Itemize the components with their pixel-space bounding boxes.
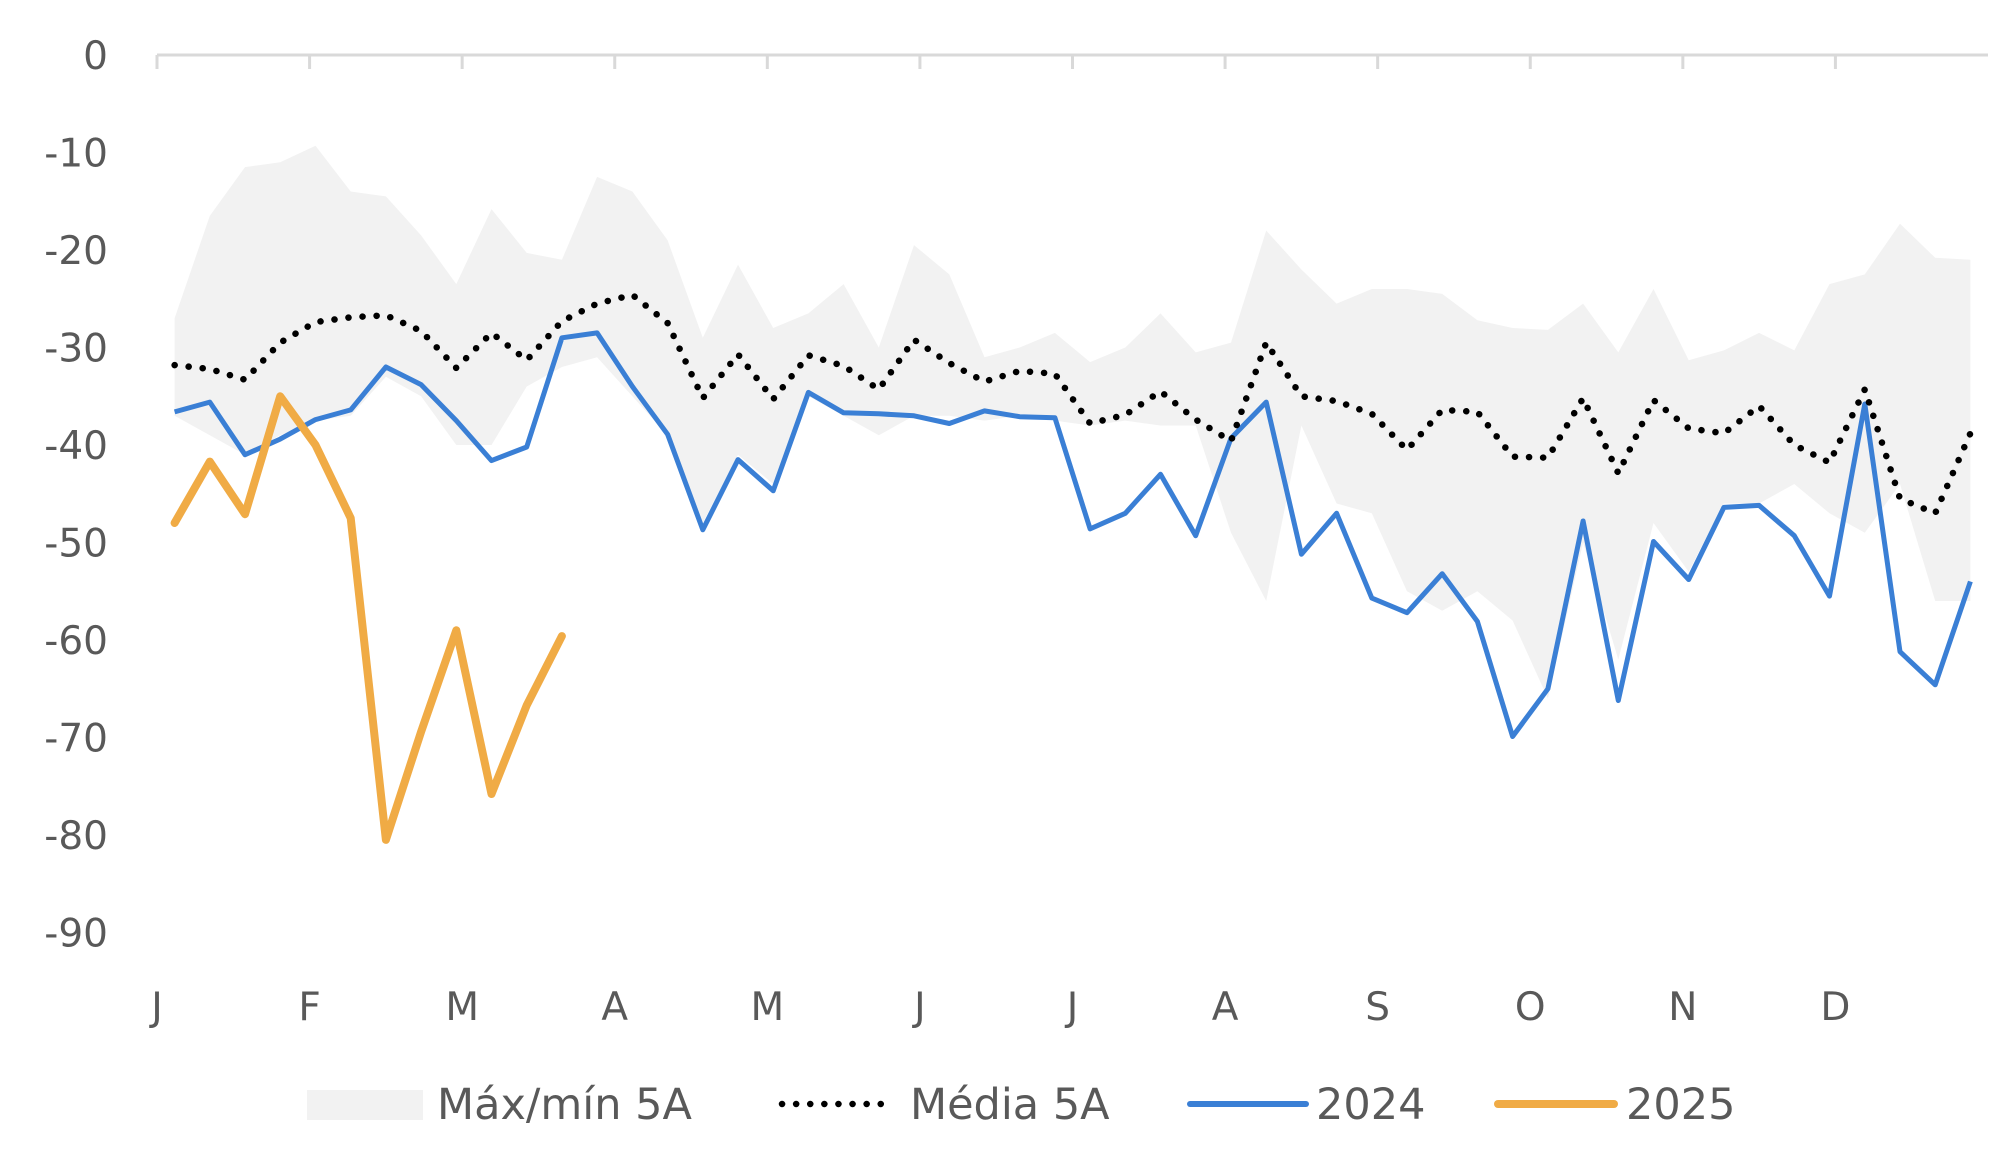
x-tick-label: F [298,985,320,1030]
y-tick-label: -90 [44,912,108,957]
y-tick-label: -20 [44,229,108,274]
legend-media-5a: Média 5A [778,1080,1110,1130]
legend-label: Média 5A [910,1080,1110,1130]
legend-label: 2024 [1316,1080,1425,1130]
x-tick-label: J [1064,985,1079,1030]
x-tick-label: A [1212,985,1239,1030]
legend-label: 2025 [1626,1080,1735,1130]
legend-max-min-5a: Máx/mín 5A [307,1080,692,1130]
max-min-band-layer [174,145,1971,699]
y-tick-label: -40 [44,424,108,469]
series-media-5a-line [171,291,1974,517]
x-tick-label: A [601,985,628,1030]
legend-2025: 2025 [1494,1080,1735,1130]
series-2024-line [173,330,1973,739]
x-tick-label: J [148,985,163,1030]
y-tick-label: -80 [44,814,108,859]
x-tick-label: D [1820,985,1850,1030]
x-tick-label: M [751,985,785,1030]
legend: Máx/mín 5A Média 5A 2024 2025 [307,1080,1735,1130]
x-tick-label: M [445,985,479,1030]
x-tick-label: S [1365,985,1390,1030]
series-lines-layer [170,291,1974,844]
y-tick-label: 0 [83,34,108,79]
x-tick-label: N [1668,985,1697,1030]
axis-layer: J F M A M J J A S O N D 0 -10 -20 -30 -40 -50 -60 -70 -80 -90 [44,34,1988,1030]
y-tick-label: -50 [44,522,108,567]
y-tick-label: -60 [44,619,108,664]
legend-label: Máx/mín 5A [437,1080,692,1130]
band-max-min-5a [174,145,1971,699]
x-tick-label: O [1515,985,1546,1030]
x-tick-label: J [911,985,926,1030]
y-tick-label: -30 [44,327,108,372]
series-2025-line [170,392,566,844]
y-tick-label: -10 [44,132,108,177]
legend-2024: 2024 [1187,1080,1425,1130]
y-tick-label: -70 [44,717,108,762]
legend-swatch [307,1090,423,1120]
